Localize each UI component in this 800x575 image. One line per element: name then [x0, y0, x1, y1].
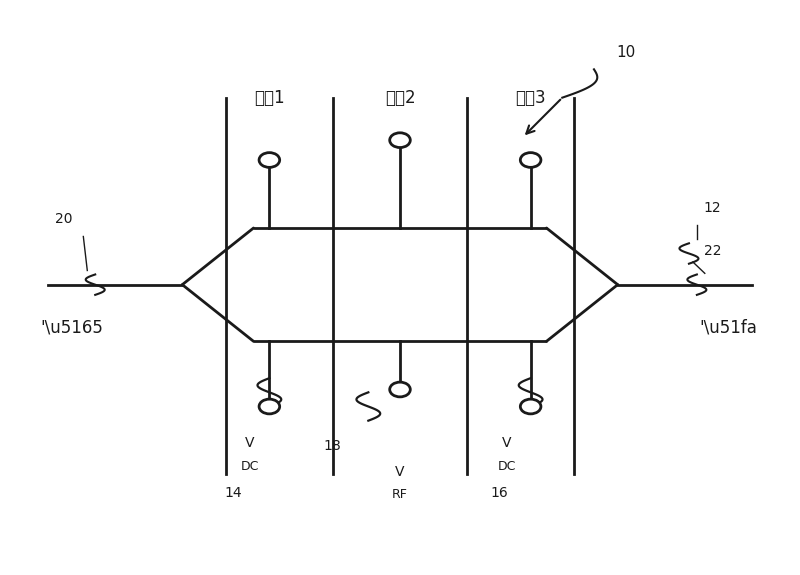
Text: '\u5165: '\u5165 — [40, 318, 103, 336]
Text: 区块2: 区块2 — [385, 89, 415, 107]
Circle shape — [259, 399, 280, 414]
Text: DC: DC — [498, 459, 516, 473]
Circle shape — [390, 382, 410, 397]
Text: 16: 16 — [490, 486, 508, 500]
Text: 14: 14 — [225, 486, 242, 500]
Text: 22: 22 — [704, 244, 722, 258]
Text: V: V — [245, 436, 254, 450]
Text: 18: 18 — [324, 439, 342, 453]
Text: V: V — [395, 465, 405, 478]
Text: 20: 20 — [54, 213, 72, 227]
Circle shape — [520, 152, 541, 167]
Text: 区块1: 区块1 — [254, 89, 285, 107]
Circle shape — [259, 152, 280, 167]
Circle shape — [520, 399, 541, 414]
Text: RF: RF — [392, 488, 408, 501]
Text: '\u51fa: '\u51fa — [700, 318, 758, 336]
Circle shape — [390, 133, 410, 148]
Text: 区块3: 区块3 — [515, 89, 546, 107]
Text: 10: 10 — [616, 45, 635, 60]
Text: 12: 12 — [704, 201, 722, 215]
Text: V: V — [502, 436, 512, 450]
Text: DC: DC — [240, 459, 258, 473]
